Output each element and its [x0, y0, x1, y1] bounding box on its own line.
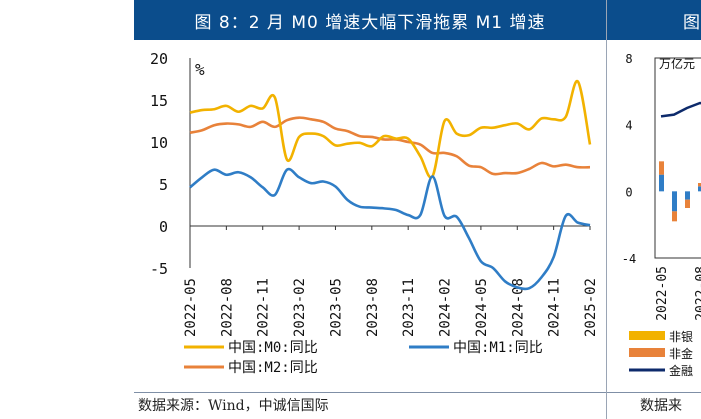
left-chart-panel: 图 8：2 月 M0 增速大幅下滑拖累 M1 增速 -5 0 5 10 15 20 202… — [134, 0, 606, 419]
right-bar-nonbank — [672, 211, 677, 222]
x-tick-label: 2024-05 — [474, 278, 490, 337]
right-bar-nonfin — [698, 186, 701, 192]
series-line-m0 — [189, 80, 592, 179]
y-tick-label: -5 — [150, 260, 168, 278]
right-y-tick-label: 0 — [625, 185, 632, 199]
right-bar-nonfin — [685, 191, 690, 200]
chart-title: 图 8：2 月 M0 增速大幅下滑拖累 M1 增速 — [134, 0, 606, 40]
right-bar-nonfin — [659, 174, 664, 192]
x-tick-label: 2023-08 — [365, 278, 381, 337]
right-x-tick-label: 2022-05 — [655, 266, 670, 321]
right-legend-swatch — [629, 348, 665, 357]
right-series-line — [660, 101, 701, 118]
y-tick-label: 20 — [150, 50, 168, 68]
y-tick-label: 5 — [159, 176, 168, 194]
right-chart-panel: 图 -4 0 4 8 万亿元 2022-05 2022-08 非银非金金融 数据来 — [607, 0, 701, 419]
right-legend-swatch — [629, 331, 665, 340]
x-tick-label: 2023-05 — [328, 278, 344, 337]
right-y-tick-label: -4 — [622, 252, 636, 266]
right-legend-label: 非银 — [669, 330, 693, 344]
data-source: 数据来源：Wind，中诚信国际 — [134, 392, 606, 419]
legend-label: 中国:M2:同比 — [228, 360, 318, 376]
x-tick-label: 2022-11 — [256, 278, 272, 337]
x-tick-label: 2022-08 — [219, 278, 235, 337]
x-tick-label: 2022-05 — [183, 278, 199, 337]
y-tick-label: 15 — [150, 92, 168, 110]
right-bar-nonbank — [698, 183, 701, 187]
right-bar-nonbank — [685, 199, 690, 208]
series-line-m1 — [189, 167, 591, 291]
x-tick-label: 2024-08 — [510, 278, 526, 337]
right-data-source: 数据来 — [607, 392, 701, 419]
m0-m1-m2-line-chart: -5 0 5 10 15 20 2022-05 2022-08 2022-11 2023-02 2… — [150, 50, 599, 376]
right-x-tick-label: 2022-08 — [694, 266, 701, 321]
legend-label: 中国:M1:同比 — [453, 340, 543, 356]
x-tick-label: 2025-02 — [583, 278, 599, 337]
x-tick-label: 2024-02 — [438, 278, 454, 337]
right-chart-title: 图 — [607, 0, 701, 40]
y-unit-label: % — [195, 60, 205, 79]
y-tick-label: 10 — [150, 134, 168, 152]
right-bar-nonfin — [672, 191, 677, 212]
right-y-tick-label: 4 — [625, 119, 632, 133]
series-line-m2 — [189, 116, 591, 176]
right-bar-nonbank — [659, 161, 664, 175]
legend-label: 中国:M0:同比 — [228, 340, 318, 356]
y-tick-label: 0 — [159, 218, 168, 236]
right-legend-label: 金融 — [669, 363, 693, 378]
right-unit-label: 万亿元 — [659, 56, 695, 71]
right-legend-label: 非金 — [669, 346, 693, 361]
right-y-tick-label: 8 — [625, 52, 632, 66]
x-tick-label: 2024-11 — [547, 278, 563, 337]
x-tick-label: 2023-11 — [401, 278, 417, 337]
x-tick-label: 2023-02 — [292, 278, 308, 337]
right-title-text: 图 — [683, 12, 701, 33]
panel-divider — [606, 0, 607, 419]
right-plot-frame — [654, 57, 701, 259]
